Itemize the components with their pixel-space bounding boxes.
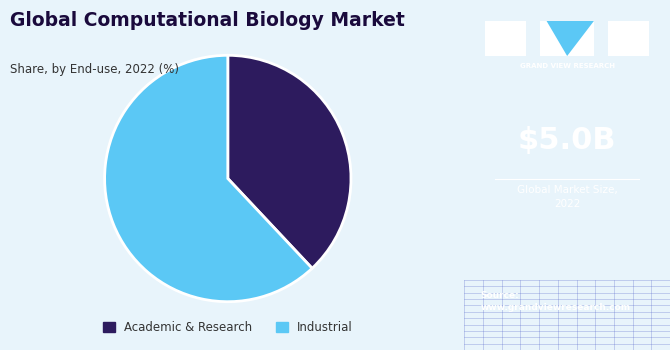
Bar <box>541 21 594 56</box>
Text: $5.0B: $5.0B <box>518 126 616 154</box>
Polygon shape <box>547 21 594 56</box>
Text: Share, by End-use, 2022 (%): Share, by End-use, 2022 (%) <box>10 63 179 76</box>
Legend: Academic & Research, Industrial: Academic & Research, Industrial <box>98 316 358 339</box>
Text: Source:
www.grandviewresearch.com: Source: www.grandviewresearch.com <box>481 290 631 312</box>
Text: GRAND VIEW RESEARCH: GRAND VIEW RESEARCH <box>520 63 614 69</box>
Bar <box>608 21 649 56</box>
Wedge shape <box>105 55 312 302</box>
Text: Global Market Size,
2022: Global Market Size, 2022 <box>517 186 618 209</box>
Text: Global Computational Biology Market: Global Computational Biology Market <box>10 10 405 29</box>
Bar <box>485 21 526 56</box>
Wedge shape <box>228 55 351 268</box>
